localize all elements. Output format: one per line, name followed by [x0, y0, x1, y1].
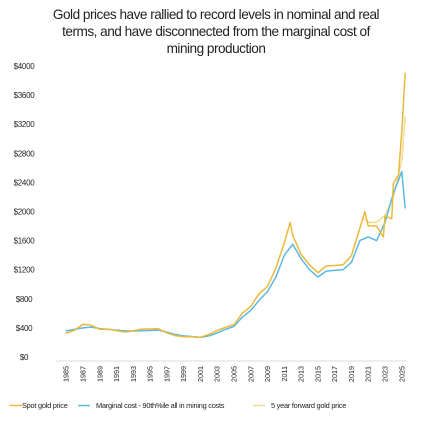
x-tick-label: 1989 [95, 366, 104, 382]
y-tick-label: $4000 [14, 62, 36, 71]
series-line-spot [65, 72, 406, 339]
x-tick-label: 2001 [196, 366, 205, 382]
x-tick-label: 2025 [397, 366, 406, 382]
y-tick-label: $2000 [14, 208, 36, 217]
y-tick-label: $1200 [14, 266, 36, 275]
chart-title-line: mining production [166, 41, 266, 56]
legend-label: 5 year forward gold price [271, 401, 346, 410]
x-tick-label: 2005 [230, 366, 239, 382]
x-tick-label: 1985 [62, 366, 71, 382]
chart-title-line: terms, and have disconnected from the ma… [62, 24, 370, 39]
x-tick-label: 2013 [297, 366, 306, 382]
y-tick-label: $400 [16, 324, 33, 333]
x-tick-label: 1987 [78, 366, 87, 382]
x-tick-label: 2015 [313, 366, 322, 382]
x-tick-label: 1999 [179, 366, 188, 382]
series-line-marginal [65, 170, 406, 339]
x-tick-label: 2021 [364, 366, 373, 382]
y-tick-label: $0 [20, 353, 29, 362]
y-tick-label: $3600 [14, 91, 36, 100]
x-tick-label: 1991 [112, 366, 121, 382]
x-tick-label: 2023 [381, 366, 390, 382]
x-axis: 1985 1987 1989 1991 1993 1995 1997 1999 2001 2003… [56, 360, 406, 382]
x-tick-label: 2007 [246, 366, 255, 382]
legend: Spot gold price Marginal cost - 90th%ile … [10, 401, 346, 410]
x-tick-label: 1993 [129, 366, 138, 382]
series-layer [65, 72, 406, 339]
legend-label: Marginal cost - 90th%ile all in mining c… [96, 401, 225, 410]
y-tick-label: $2800 [14, 149, 36, 158]
y-tick-label: $3200 [14, 120, 36, 129]
x-tick-label: 2003 [213, 366, 222, 382]
x-tick-label: 2009 [263, 366, 272, 382]
chart-title: Gold prices have rallied to record level… [0, 6, 432, 57]
y-axis: $0 $400 $800 $1200 $1600 $2000 $2400 $2800 $3200… [14, 62, 36, 362]
y-tick-label: $800 [16, 295, 33, 304]
chart-title-line: Gold prices have rallied to record level… [52, 7, 380, 22]
y-tick-label: $1600 [14, 237, 36, 246]
y-tick-label: $2400 [14, 178, 36, 187]
x-tick-label: 2019 [347, 366, 356, 382]
x-tick-label: 2017 [330, 366, 339, 382]
x-tick-label: 1995 [146, 366, 155, 382]
x-tick-label: 1997 [162, 366, 171, 382]
legend-label: Spot gold price [22, 401, 68, 410]
x-tick-label: 2011 [280, 366, 289, 381]
